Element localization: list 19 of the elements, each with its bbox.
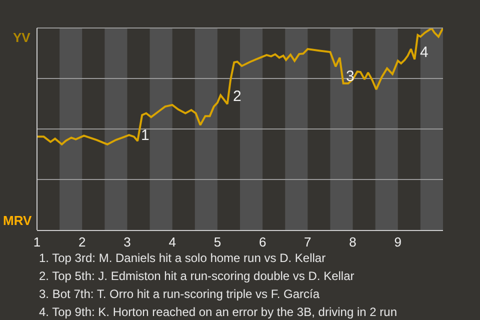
text: 4. Top 9th: K. Horton reached on an error by the 3B, driving in 2 run xyxy=(39,305,397,319)
x-tick-label: 9 xyxy=(394,234,402,250)
x-tick-label: 6 xyxy=(258,234,266,250)
x-tick-label: 4 xyxy=(168,234,176,250)
x-tick-label: 5 xyxy=(214,234,222,250)
text: 2. Top 5th: J. Edmiston hit a run-scoring double vs D. Kellar xyxy=(39,269,354,283)
x-tick-label: 1 xyxy=(33,234,41,250)
text: 1. Top 3rd: M. Daniels hit a solo home run vs D. Kellar xyxy=(39,251,326,265)
annotation: 4 xyxy=(420,44,428,61)
x-tick-label: 3 xyxy=(124,234,131,250)
x-tick-label: 2 xyxy=(78,234,86,250)
annotation: 2 xyxy=(233,88,242,105)
annotation: 3 xyxy=(346,68,354,85)
text: YV xyxy=(13,30,31,45)
annotation: 1 xyxy=(141,127,150,144)
x-tick-label: 7 xyxy=(304,234,312,250)
text: MRV xyxy=(3,213,32,228)
text: 3. Bot 7th: T. Orro hit a run-scoring triple vs F. García xyxy=(39,287,320,301)
x-tick-label: 8 xyxy=(349,234,356,250)
